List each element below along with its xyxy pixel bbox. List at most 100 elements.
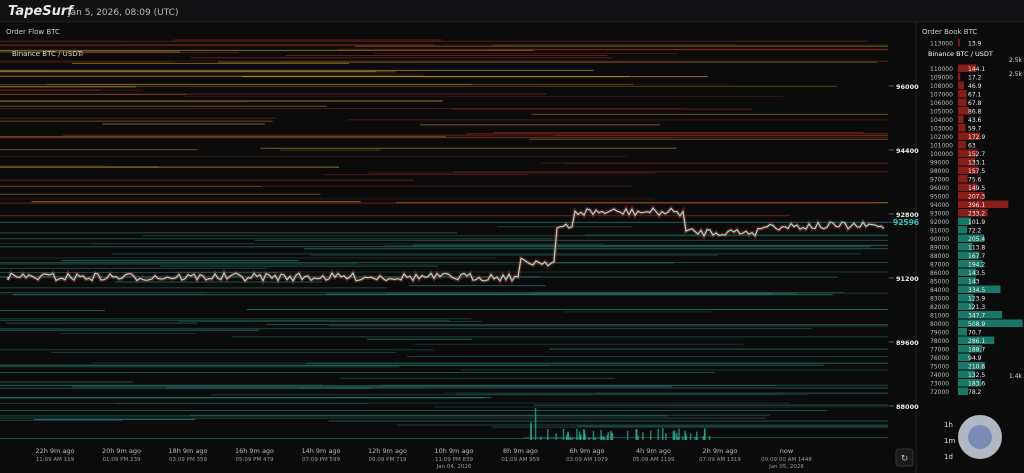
book-amount: 59.7: [968, 126, 982, 133]
time-ago: 10h 9m ago: [434, 447, 473, 455]
book-price: 88000: [930, 253, 949, 260]
pin-icon[interactable]: ✰: [78, 50, 84, 58]
book-amount: 13.9: [968, 41, 982, 48]
time-ago: 6h 9m ago: [570, 447, 605, 455]
volume-bar: [696, 431, 698, 440]
book-amount: 143.5: [968, 270, 985, 277]
time-stamp: 11:09 PM 839: [435, 457, 473, 463]
depth-bar: [958, 81, 964, 89]
depth-bar: [958, 362, 985, 370]
book-amount: 78.2: [968, 389, 982, 396]
book-amount: 63: [968, 143, 976, 150]
heatmap: [0, 39, 888, 440]
depth-bar: [958, 141, 966, 149]
side-label: 2.5k: [1009, 57, 1023, 64]
volume-bar: [704, 428, 706, 440]
depth-bar: [958, 243, 973, 251]
book-price: 110000: [930, 66, 953, 73]
book-price: 73000: [930, 381, 949, 388]
depth-bar: [958, 328, 967, 336]
price-label: 88000: [896, 403, 919, 411]
volume-bar: [602, 436, 605, 440]
depth-bar: [958, 183, 977, 191]
volume-bar: [594, 437, 597, 440]
date-label: Jan 04, 2026: [436, 464, 472, 470]
book-price: 87000: [930, 262, 949, 269]
timeframe[interactable]: 1d: [944, 453, 953, 461]
time-stamp: 01:09 PM 239: [103, 457, 141, 463]
logo[interactable]: TapeSurf: [8, 4, 75, 19]
volume-bar: [569, 436, 571, 440]
volume-bar: [665, 433, 667, 440]
book-price: 95000: [930, 194, 949, 201]
book-price: 103000: [930, 126, 953, 133]
time-stamp: 11:09 AM 119: [36, 457, 75, 463]
book-price: 74000: [930, 372, 949, 379]
book-price: 84000: [930, 287, 949, 294]
time-stamp: 05:09 AM 1199: [633, 457, 675, 463]
volume-bar: [657, 428, 660, 440]
book-price: 83000: [930, 296, 949, 303]
depth-bar: [958, 379, 982, 387]
book-price: 81000: [930, 313, 949, 320]
depth-bar: [958, 158, 975, 166]
book-price: 92000: [930, 219, 949, 226]
volume-bar: [571, 437, 573, 440]
volume-bar: [672, 431, 675, 440]
time-stamp: 03:09 AM 1079: [566, 457, 608, 463]
depth-bar: [958, 268, 977, 276]
book-price: 101000: [930, 143, 953, 150]
book-price: 82000: [930, 304, 949, 311]
book-price: 113000: [930, 41, 953, 48]
book-amount: 205.4: [968, 236, 985, 243]
volume-bar: [540, 436, 542, 440]
book-price: 100000: [930, 151, 953, 158]
book-amount: 210.6: [968, 364, 985, 371]
volume-bar: [678, 428, 680, 440]
timeframe[interactable]: 1m: [944, 437, 955, 445]
volume-bar: [708, 436, 711, 440]
reset-button[interactable]: [895, 448, 914, 467]
volume-bar: [606, 434, 609, 440]
time-stamp: 05:09 PM 479: [236, 457, 274, 463]
book-price: 109000: [930, 75, 953, 82]
book-price: 106000: [930, 100, 953, 107]
book-price: 85000: [930, 279, 949, 286]
volume-bar: [611, 433, 614, 440]
book-amount: 347.7: [968, 313, 985, 320]
date-label: Jan 05, 2026: [768, 464, 804, 470]
book-amount: 113.8: [968, 245, 985, 252]
price-label: 91200: [896, 275, 919, 283]
volume-bar: [578, 431, 581, 440]
time-ago: 14h 9m ago: [301, 447, 340, 455]
book-amount: 207.3: [968, 194, 985, 201]
reset-icon[interactable]: ↻: [901, 454, 909, 464]
volume-bar: [675, 432, 678, 440]
volume-bar: [642, 432, 644, 440]
book-price: 108000: [930, 83, 953, 90]
time-stamp: 07:09 PM 599: [302, 457, 340, 463]
depth-bar: [958, 387, 968, 395]
time-stamp: 09:09 PM 719: [369, 457, 407, 463]
volume-bar: [565, 435, 568, 440]
book-amount: 132.5: [968, 372, 985, 379]
depth-bar: [958, 353, 971, 361]
timeframe[interactable]: 1h: [944, 421, 953, 429]
depth-bar: [958, 302, 974, 310]
exchange-label[interactable]: Binance BTC / USDT: [12, 50, 83, 58]
watermark-logo: [968, 425, 992, 449]
volume-bar: [607, 432, 610, 440]
depth-bar: [958, 277, 977, 285]
depth-bar: [958, 217, 971, 225]
book-price: 91000: [930, 228, 949, 235]
book-amount: 167.7: [968, 253, 985, 260]
side-label: 2.5k: [1009, 71, 1023, 78]
price-axis: 96000 94400 92800 91200 89600 88000 92596: [0, 83, 919, 411]
exchange-label[interactable]: Binance BTC / USDT: [928, 50, 993, 58]
depth-bar: [958, 124, 966, 132]
book-price: 104000: [930, 117, 953, 124]
price-label: 89600: [896, 339, 919, 347]
volume-bar: [636, 429, 638, 440]
time-ago: 22h 9m ago: [35, 447, 74, 455]
